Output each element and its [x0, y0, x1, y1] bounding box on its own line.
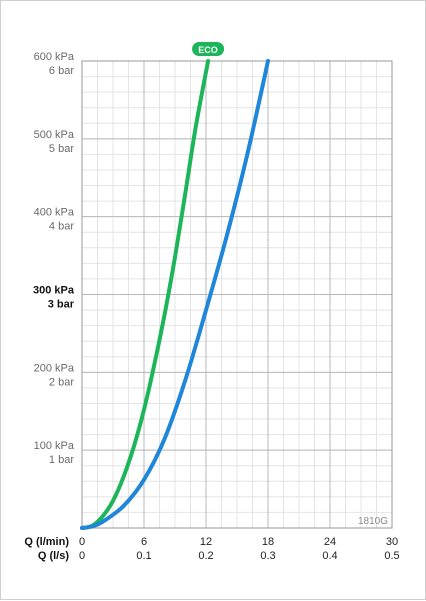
y-tick-label-kpa: 100 kPa [34, 440, 75, 452]
eco-badge-label: ECO [198, 45, 218, 55]
x-axis-title-ls: Q (l/s) [38, 550, 70, 562]
x-tick-label-ls: 0.5 [384, 550, 399, 562]
y-tick-label-kpa: 600 kPa [34, 51, 75, 63]
y-tick-label-bar: 2 bar [49, 376, 74, 388]
model-code-label: 1810G [358, 516, 388, 527]
y-tick-label-kpa: 400 kPa [34, 207, 75, 219]
x-tick-label-ls: 0.3 [260, 550, 275, 562]
y-axis-labels: 100 kPa 1 bar 200 kPa 2 bar 300 kPa 3 bar 400 … [33, 51, 75, 466]
eco-badge: ECO [192, 42, 225, 56]
y-tick-label-kpa: 500 kPa [34, 129, 75, 141]
curve-standard [80, 59, 270, 530]
x-tick-label-ls: 0.4 [322, 550, 337, 562]
y-tick-label-bar: 1 bar [49, 454, 74, 466]
x-tick-label-lmin: 24 [324, 536, 336, 548]
plot-frame [81, 60, 393, 529]
x-tick-label-ls: 0.1 [136, 550, 151, 562]
x-tick-label-ls: 0 [79, 550, 85, 562]
x-tick-label-lmin: 0 [79, 536, 85, 548]
x-tick-label-lmin: 6 [141, 536, 147, 548]
eco-badge-background [192, 42, 225, 56]
x-tick-label-lmin: 12 [200, 536, 212, 548]
x-tick-label-lmin: 30 [386, 536, 398, 548]
x-tick-label-ls: 0.2 [198, 550, 213, 562]
y-tick-label-bar: 5 bar [49, 143, 74, 155]
y-tick-label-kpa: 200 kPa [34, 362, 75, 374]
y-tick-label-bar: 3 bar [48, 299, 75, 311]
series-layer [80, 59, 270, 530]
y-tick-label-bar: 6 bar [49, 65, 74, 77]
y-tick-label-kpa: 300 kPa [33, 285, 75, 297]
x-axis-labels: 0 0 6 0.1 12 0.2 18 0.3 24 0.4 30 0.5 [79, 536, 400, 562]
x-tick-label-lmin: 18 [262, 536, 274, 548]
curve-eco [80, 59, 211, 530]
x-axis-title-lmin: Q (l/min) [24, 536, 69, 548]
y-tick-label-bar: 4 bar [49, 221, 74, 233]
